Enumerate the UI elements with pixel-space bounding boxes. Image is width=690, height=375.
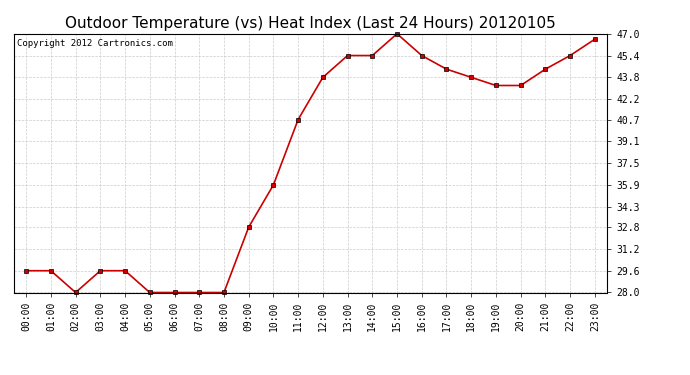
Title: Outdoor Temperature (vs) Heat Index (Last 24 Hours) 20120105: Outdoor Temperature (vs) Heat Index (Las… — [65, 16, 556, 31]
Text: Copyright 2012 Cartronics.com: Copyright 2012 Cartronics.com — [17, 39, 172, 48]
